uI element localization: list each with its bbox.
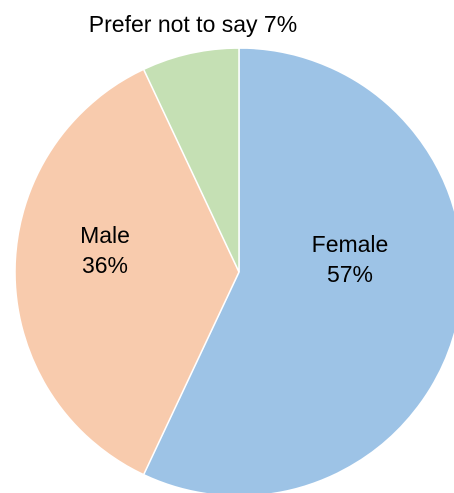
pie-slice-male — [14, 68, 240, 476]
slice-label-female: Female 57% — [312, 231, 389, 287]
slice-label-name: Female — [312, 231, 389, 257]
slice-labels: Female 57% Male 36% Prefer not to say 7% — [80, 11, 388, 287]
slice-label-prefer-not-to-say: Prefer not to say 7% — [89, 11, 297, 37]
slice-label-value: 36% — [82, 252, 128, 278]
pie-slice-prefer-not-to-say — [142, 47, 240, 273]
pie-slices — [14, 47, 454, 493]
slice-label-value: 57% — [327, 261, 373, 287]
slice-label-male: Male 36% — [80, 222, 130, 278]
slice-label-name: Male — [80, 222, 130, 248]
pie-slice-female — [142, 47, 454, 493]
